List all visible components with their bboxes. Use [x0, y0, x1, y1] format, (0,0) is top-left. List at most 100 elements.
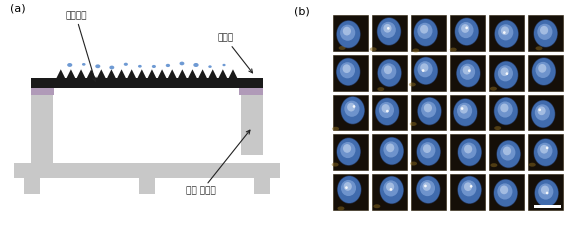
Ellipse shape [379, 102, 394, 118]
Ellipse shape [421, 101, 436, 118]
Ellipse shape [537, 106, 545, 115]
Text: 합성기판: 합성기판 [65, 11, 96, 81]
Ellipse shape [416, 176, 440, 203]
FancyBboxPatch shape [411, 174, 446, 209]
Ellipse shape [535, 104, 550, 120]
Ellipse shape [503, 31, 506, 34]
FancyBboxPatch shape [528, 95, 563, 130]
Ellipse shape [535, 179, 559, 207]
FancyBboxPatch shape [488, 16, 524, 51]
Ellipse shape [343, 27, 351, 36]
Ellipse shape [418, 61, 433, 77]
Ellipse shape [497, 140, 521, 168]
Ellipse shape [453, 98, 478, 126]
FancyBboxPatch shape [372, 95, 407, 130]
Ellipse shape [410, 162, 417, 166]
Ellipse shape [497, 183, 513, 200]
FancyBboxPatch shape [411, 16, 446, 51]
Ellipse shape [384, 24, 392, 33]
FancyBboxPatch shape [372, 16, 407, 51]
Ellipse shape [337, 138, 361, 165]
Polygon shape [127, 69, 136, 78]
Ellipse shape [538, 64, 547, 73]
Ellipse shape [454, 99, 477, 126]
Ellipse shape [538, 183, 554, 200]
Ellipse shape [461, 143, 476, 159]
Ellipse shape [457, 176, 482, 204]
Ellipse shape [450, 48, 457, 52]
Ellipse shape [180, 62, 184, 65]
Ellipse shape [535, 180, 558, 207]
Ellipse shape [417, 138, 440, 165]
Ellipse shape [546, 146, 548, 149]
Ellipse shape [377, 59, 402, 87]
FancyBboxPatch shape [333, 134, 368, 170]
Ellipse shape [380, 176, 404, 204]
Ellipse shape [541, 186, 549, 194]
FancyBboxPatch shape [528, 55, 563, 91]
Ellipse shape [370, 47, 377, 51]
Ellipse shape [416, 176, 441, 204]
Bar [139, 178, 154, 194]
FancyBboxPatch shape [488, 55, 524, 91]
Polygon shape [209, 69, 217, 78]
Ellipse shape [494, 97, 518, 125]
FancyBboxPatch shape [411, 55, 446, 91]
Ellipse shape [387, 27, 390, 30]
Ellipse shape [414, 18, 438, 47]
Ellipse shape [529, 163, 536, 167]
FancyBboxPatch shape [450, 95, 485, 130]
Ellipse shape [380, 177, 403, 203]
FancyBboxPatch shape [333, 55, 368, 91]
Ellipse shape [498, 101, 513, 118]
Ellipse shape [414, 19, 437, 46]
Ellipse shape [495, 20, 518, 47]
Polygon shape [229, 69, 237, 78]
Ellipse shape [534, 20, 558, 47]
Bar [31, 78, 263, 88]
Ellipse shape [458, 139, 482, 166]
FancyBboxPatch shape [488, 174, 524, 209]
Ellipse shape [138, 65, 142, 68]
Bar [534, 205, 562, 207]
Ellipse shape [461, 24, 469, 33]
Ellipse shape [420, 25, 428, 34]
Ellipse shape [422, 69, 425, 72]
Ellipse shape [531, 100, 555, 128]
Ellipse shape [341, 180, 356, 196]
FancyBboxPatch shape [372, 174, 407, 209]
Ellipse shape [124, 63, 128, 66]
Ellipse shape [501, 67, 509, 76]
Polygon shape [137, 69, 146, 78]
Text: (a): (a) [10, 3, 25, 13]
FancyBboxPatch shape [450, 16, 485, 51]
FancyBboxPatch shape [528, 134, 563, 170]
Ellipse shape [532, 101, 555, 127]
Ellipse shape [418, 98, 441, 125]
FancyBboxPatch shape [450, 134, 485, 170]
Ellipse shape [539, 108, 541, 111]
Ellipse shape [468, 69, 471, 72]
Ellipse shape [540, 26, 548, 35]
Text: 고무링: 고무링 [218, 34, 252, 73]
Ellipse shape [336, 58, 360, 85]
Ellipse shape [336, 137, 361, 166]
Ellipse shape [375, 97, 400, 126]
Ellipse shape [494, 98, 518, 125]
Polygon shape [198, 69, 207, 78]
Bar [14, 163, 279, 178]
Ellipse shape [463, 66, 471, 74]
FancyBboxPatch shape [450, 55, 485, 91]
Ellipse shape [340, 96, 365, 124]
Ellipse shape [336, 20, 361, 48]
Ellipse shape [340, 142, 355, 158]
Ellipse shape [456, 59, 480, 88]
Ellipse shape [497, 141, 520, 168]
Ellipse shape [343, 64, 351, 73]
Ellipse shape [536, 46, 543, 50]
Bar [241, 95, 263, 155]
Ellipse shape [109, 66, 114, 69]
Ellipse shape [414, 57, 438, 84]
Polygon shape [97, 69, 106, 78]
Ellipse shape [461, 107, 464, 110]
